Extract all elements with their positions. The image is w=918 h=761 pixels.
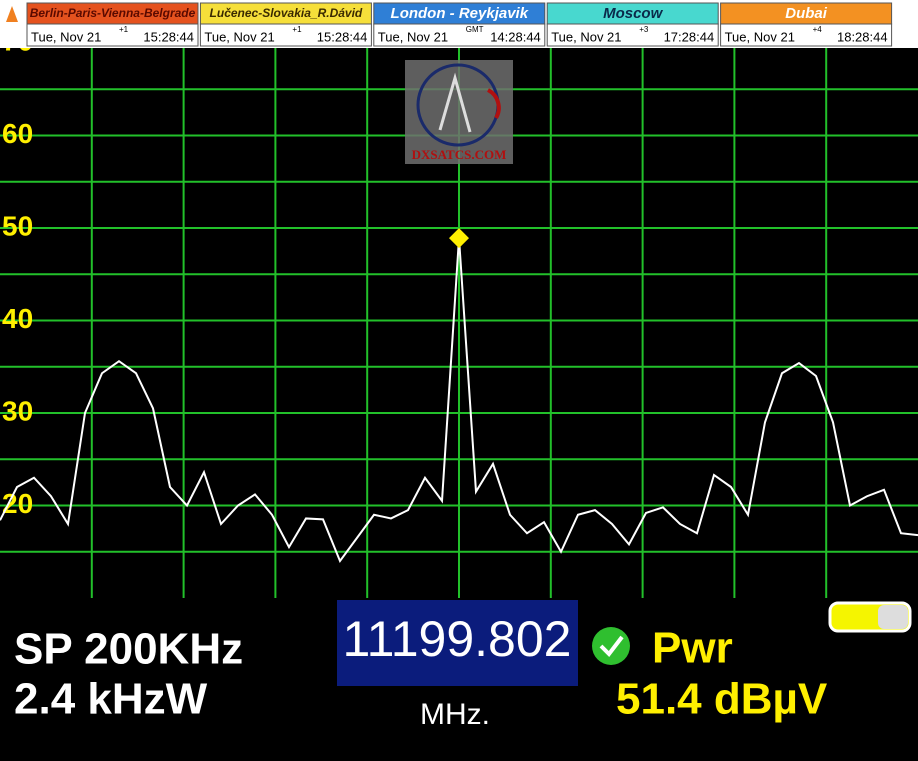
frequency: 11199.802 (343, 611, 572, 667)
app-icon (6, 6, 18, 22)
clock-bar: Berlin-Paris-Vienna-Belgrade Tue, Nov 21 +… (0, 0, 918, 48)
clock-name: London - Reykjavik (391, 5, 529, 22)
clock-date: Tue, Nov 21 (378, 29, 448, 44)
readout: SP 200KHz 2.4 kHzW 11199.802 MHz. Pwr 51… (14, 600, 912, 731)
logo-dish (438, 72, 472, 133)
clock-offset: GMT (466, 25, 484, 34)
clock-body (26, 23, 199, 47)
y-tick-label: 50 (2, 210, 33, 241)
clock-time: 17:28:44 (664, 29, 715, 44)
clock-body (199, 23, 372, 47)
y-tick-label: 30 (2, 395, 33, 426)
clock-date: Tue, Nov 21 (204, 29, 274, 44)
clock-time: 15:28:44 (317, 29, 368, 44)
clock-name: Dubai (785, 5, 828, 22)
frequency-unit: MHz. (420, 698, 490, 731)
frequency-box (337, 600, 578, 686)
clock-date: Tue, Nov 21 (725, 29, 795, 44)
logo: DXSATCS.COM (405, 60, 513, 164)
logo-box (405, 60, 513, 164)
power-label: Pwr (652, 624, 733, 673)
clock-offset: +4 (813, 25, 823, 34)
logo-text: DXSATCS.COM (412, 147, 507, 162)
clock-body (546, 23, 719, 47)
battery-cap (878, 605, 908, 629)
clock-time: 14:28:44 (490, 29, 541, 44)
clock-body (373, 23, 546, 47)
clock-name: Moscow (603, 5, 664, 22)
clock-time: 18:28:44 (837, 29, 888, 44)
rbw: 2.4 kHzW (14, 675, 208, 724)
lock-check (599, 635, 624, 658)
y-tick-label: 20 (2, 488, 33, 519)
y-tick-label: 60 (2, 118, 33, 149)
clock-offset: +1 (119, 25, 129, 34)
span: SP 200KHz (14, 625, 243, 674)
power-level: 51.4 dBµV (616, 675, 828, 724)
clock-body (720, 23, 893, 47)
clock-offset: +3 (639, 25, 649, 34)
clock-date: Tue, Nov 21 (31, 29, 101, 44)
clock-date: Tue, Nov 21 (551, 29, 621, 44)
peak-marker (449, 228, 469, 249)
y-tick-label: 40 (2, 303, 33, 334)
lock-icon (592, 627, 630, 665)
clock-name: Lučenec-Slovakia_R.Dávid (210, 6, 363, 20)
clock-offset: +1 (292, 25, 302, 34)
clock-name: Berlin-Paris-Vienna-Belgrade (30, 6, 196, 20)
clock-time: 15:28:44 (143, 29, 194, 44)
logo-wave (486, 88, 501, 120)
